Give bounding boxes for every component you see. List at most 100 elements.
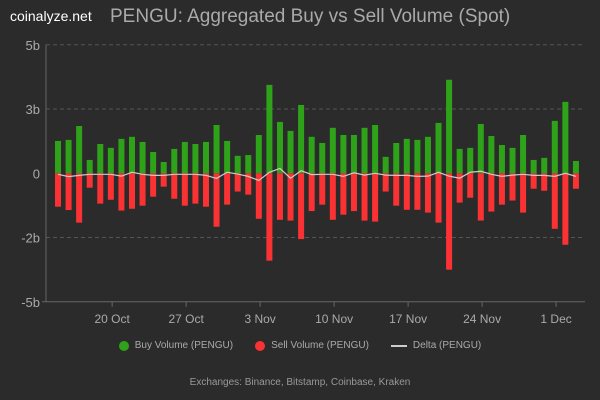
buy-bar: [202, 141, 209, 174]
legend-delta-label: Delta (PENGU): [412, 340, 482, 351]
buy-bar: [562, 101, 569, 174]
buy-bar: [446, 79, 453, 174]
sell-bar: [424, 173, 431, 213]
buy-bar: [530, 159, 537, 174]
buy-bar: [509, 147, 516, 174]
x-tick-label: 3 Nov: [244, 312, 275, 326]
sell-bar: [477, 173, 484, 221]
sell-bar: [541, 173, 548, 191]
sell-bar: [76, 173, 83, 223]
buy-bar: [118, 138, 125, 174]
buy-bar: [435, 122, 442, 174]
delta-line-icon: [390, 344, 407, 347]
sell-bar: [467, 173, 474, 198]
buy-bar: [234, 155, 241, 174]
sell-bar: [414, 173, 421, 210]
legend-buy-label: Buy Volume (PENGU): [134, 340, 234, 351]
x-tick-label: 17 Nov: [389, 312, 427, 326]
buy-bar: [65, 139, 72, 174]
buy-dot-icon: [118, 340, 129, 351]
buy-bar: [477, 123, 484, 174]
buy-bar: [467, 147, 474, 174]
sell-bar: [245, 173, 252, 195]
buy-bar: [55, 140, 61, 174]
buy-bar: [350, 135, 357, 174]
buy-bar: [150, 151, 157, 174]
sell-bar: [498, 173, 505, 205]
sell-bar: [160, 173, 167, 187]
chart-title: PENGU: Aggregated Buy vs Sell Volume (Sp…: [110, 6, 511, 27]
sell-bar: [213, 173, 220, 227]
buy-bar: [76, 126, 83, 174]
legend-delta[interactable]: Delta (PENGU): [390, 340, 482, 351]
buy-bar: [97, 144, 104, 174]
buy-bar: [160, 161, 167, 174]
buy-bar: [181, 141, 188, 174]
sell-bar: [255, 173, 262, 219]
y-tick-label: 3b: [26, 102, 40, 117]
buy-bar: [287, 130, 294, 174]
sell-bar: [192, 173, 199, 204]
legend-buy[interactable]: Buy Volume (PENGU): [118, 340, 234, 351]
sell-bar: [107, 173, 114, 200]
sell-bar: [55, 173, 61, 207]
legend-sell[interactable]: Sell Volume (PENGU): [255, 340, 369, 351]
buy-bar: [488, 136, 495, 174]
buy-bar: [414, 139, 421, 174]
buy-bar: [171, 148, 178, 174]
buy-bar: [139, 141, 146, 174]
buy-bar: [224, 140, 231, 174]
legend-sell-label: Sell Volume (PENGU): [271, 340, 369, 351]
sell-bar: [266, 173, 273, 261]
brand-logo[interactable]: coinalyze.net: [10, 8, 92, 24]
y-tick-label: -5b: [21, 295, 40, 310]
sell-bar: [530, 173, 537, 189]
buy-bar: [498, 145, 505, 174]
buy-bar: [128, 136, 135, 174]
buy-bar: [541, 157, 548, 174]
sell-bar: [171, 173, 178, 199]
buy-bar: [266, 84, 273, 174]
sell-bar: [224, 173, 231, 205]
sell-bar: [86, 173, 93, 188]
buy-bar: [403, 138, 410, 174]
x-tick-label: 24 Nov: [463, 312, 501, 326]
sell-bar: [446, 173, 453, 270]
buy-bar: [424, 136, 431, 174]
x-tick-label: 10 Nov: [315, 312, 353, 326]
sell-bar: [509, 173, 516, 201]
sell-bar: [298, 173, 305, 240]
exchanges-footer: Exchanges: Binance, Bitstamp, Coinbase, …: [189, 377, 411, 388]
sell-bar: [382, 173, 389, 192]
buy-bar: [107, 147, 114, 174]
sell-bar: [572, 173, 579, 189]
sell-bar: [139, 173, 146, 206]
sell-bar: [372, 173, 379, 222]
sell-bar: [118, 173, 125, 211]
sell-bar: [551, 173, 558, 229]
buy-bar: [572, 160, 579, 174]
legend: Buy Volume (PENGU) Sell Volume (PENGU) D…: [0, 340, 600, 351]
sell-bar: [181, 173, 188, 206]
sell-bar: [276, 173, 283, 220]
sell-bar: [287, 173, 294, 221]
buy-bar: [276, 121, 283, 174]
y-tick-label: 5b: [26, 38, 40, 53]
buy-bar: [213, 124, 220, 174]
sell-bar: [393, 173, 400, 206]
sell-bar: [329, 173, 336, 220]
sell-bar: [319, 173, 326, 205]
sell-bar: [456, 173, 463, 203]
sell-bar: [520, 173, 527, 213]
buy-bar: [382, 156, 389, 174]
buy-bar: [329, 127, 336, 174]
buy-bar: [319, 142, 326, 174]
sell-bar: [97, 173, 104, 204]
buy-bar: [372, 124, 379, 174]
y-tick-label: -2b: [21, 231, 40, 246]
x-tick-label: 1 Dec: [540, 312, 571, 326]
buy-bar: [245, 155, 252, 174]
buy-bar: [551, 120, 558, 174]
x-tick-label: 20 Oct: [94, 312, 130, 326]
